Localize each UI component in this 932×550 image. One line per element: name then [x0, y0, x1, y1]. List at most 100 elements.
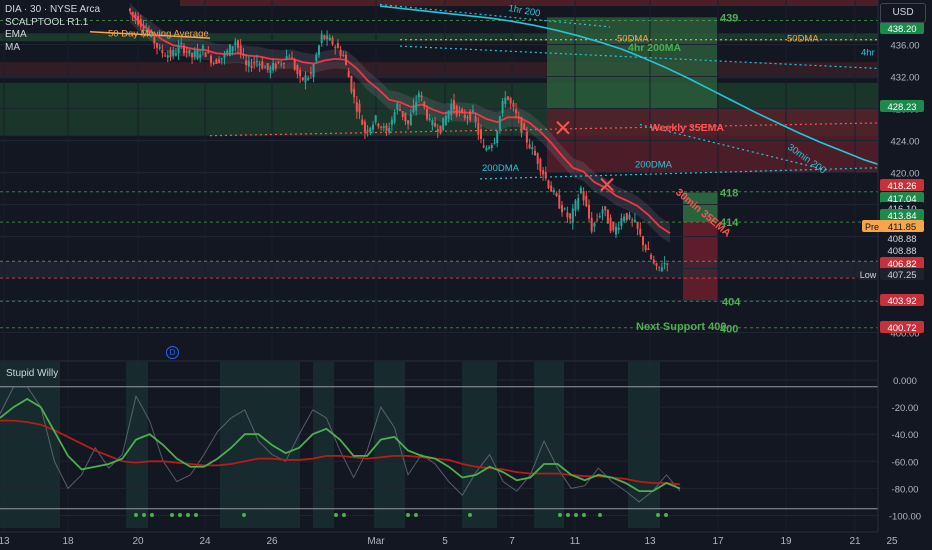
candle-body [323, 35, 326, 40]
osc-tick-label: -20.00 [892, 403, 919, 414]
candle-body [498, 116, 501, 130]
candle-body [558, 194, 561, 209]
legend-symbol[interactable]: DIA · 30 · NYSE Arca [5, 4, 101, 15]
candle-body [550, 185, 553, 192]
osc-signal-dot [186, 513, 190, 517]
candle-body [528, 144, 531, 149]
osc-fast-line [0, 386, 681, 503]
candle-body [342, 54, 345, 56]
candle-body [347, 71, 350, 78]
candle-body [139, 18, 142, 27]
candle-body [455, 105, 458, 116]
legend-ema[interactable]: EMA [5, 29, 27, 40]
candles[interactable] [129, 7, 669, 273]
osc-signal-dot [664, 513, 668, 517]
candle-body [156, 43, 158, 48]
candle-body [525, 131, 528, 143]
time-axis[interactable]: 13 18 20 24 26 Mar 5 7 11 13 17 19 21 25 [0, 531, 898, 547]
candle-body [304, 75, 307, 83]
level-label: Next Support 400 [636, 321, 726, 333]
candle-body [142, 26, 145, 31]
candle-body [201, 45, 204, 50]
candle-body [574, 200, 577, 211]
candle-body [285, 55, 288, 60]
currency-button[interactable]: USD [880, 3, 926, 23]
candle-body [582, 191, 585, 201]
dividend-marker[interactable]: D [166, 346, 179, 359]
candle-body [312, 64, 315, 78]
price-tick-label: 432.00 [890, 73, 919, 84]
legend-tool[interactable]: SCALPTOOL R1.1 [5, 16, 89, 28]
level-label: 414 [720, 217, 739, 229]
candle-body [228, 44, 231, 56]
session-shade [462, 362, 497, 528]
osc-signal-dot [406, 513, 410, 517]
osc-signal-dot [178, 513, 182, 517]
time-tick-label: 20 [132, 536, 144, 547]
candle-body [493, 142, 496, 144]
osc-signal-dot [468, 513, 472, 517]
candle-body [288, 56, 291, 58]
candle-body [331, 37, 334, 45]
candle-body [220, 58, 223, 60]
candle-body [361, 119, 364, 125]
level-label: 439 [720, 12, 738, 24]
candle-body [199, 54, 202, 58]
candle-body [480, 129, 482, 139]
oscillator-title[interactable]: Stupid Willy [6, 368, 59, 379]
legend-ma[interactable]: MA [5, 41, 20, 53]
annotation-label: 200DMA [635, 160, 673, 171]
candle-body [515, 109, 518, 114]
badge-prefix-label: Pre [865, 222, 879, 232]
candle-body [442, 117, 445, 131]
candle-body [409, 114, 412, 126]
1hr-200-line [379, 3, 611, 28]
candle-body [382, 126, 385, 128]
candle-body [466, 117, 469, 119]
candle-body [293, 60, 296, 70]
candle-body [328, 37, 331, 41]
candle-body [469, 111, 472, 121]
price-tick-label: 424.00 [890, 137, 919, 148]
candle-body [612, 222, 615, 231]
time-tick-label: 25 [886, 536, 898, 547]
price-badge [880, 257, 924, 269]
candle-body [539, 158, 542, 172]
candle-body [212, 63, 215, 65]
candle-body [350, 76, 353, 92]
level-label: 404 [722, 296, 741, 308]
candle-body [150, 32, 153, 36]
candle-body [496, 130, 499, 144]
badge-prefix-box [862, 220, 882, 232]
candle-body [280, 63, 283, 65]
candle-body [207, 52, 210, 54]
candle-body [193, 51, 196, 57]
candle-body [620, 218, 623, 226]
candle-body [339, 49, 342, 56]
time-tick-label: 18 [62, 536, 74, 547]
level-label: 418 [720, 188, 738, 200]
candle-body [536, 153, 539, 164]
candle-body [326, 35, 329, 40]
candle-body [129, 8, 131, 11]
candle-body [590, 217, 593, 232]
candle-body [336, 43, 339, 49]
candle-body [264, 67, 266, 69]
time-tick-label: 19 [780, 536, 792, 547]
candle-body [474, 116, 477, 122]
candle-body [601, 209, 604, 214]
time-tick-label: 13 [644, 536, 656, 547]
candle-body [434, 123, 437, 127]
chart-legend: DIA · 30 · NYSE Arca SCALPTOOL R1.1 EMA … [5, 4, 100, 54]
annotation-label: 1hr 200 [507, 3, 541, 19]
candle-body [185, 51, 188, 53]
candle-body [477, 123, 480, 135]
price-axis[interactable]: 436.00432.00428.00424.00420.00416.00412.… [858, 0, 932, 550]
candle-body [415, 101, 418, 111]
level-label: 400 [720, 324, 738, 336]
candle-body [628, 214, 631, 219]
osc-tick-label: -100.00 [889, 512, 921, 523]
candle-body [520, 117, 523, 133]
candle-body [237, 40, 239, 48]
